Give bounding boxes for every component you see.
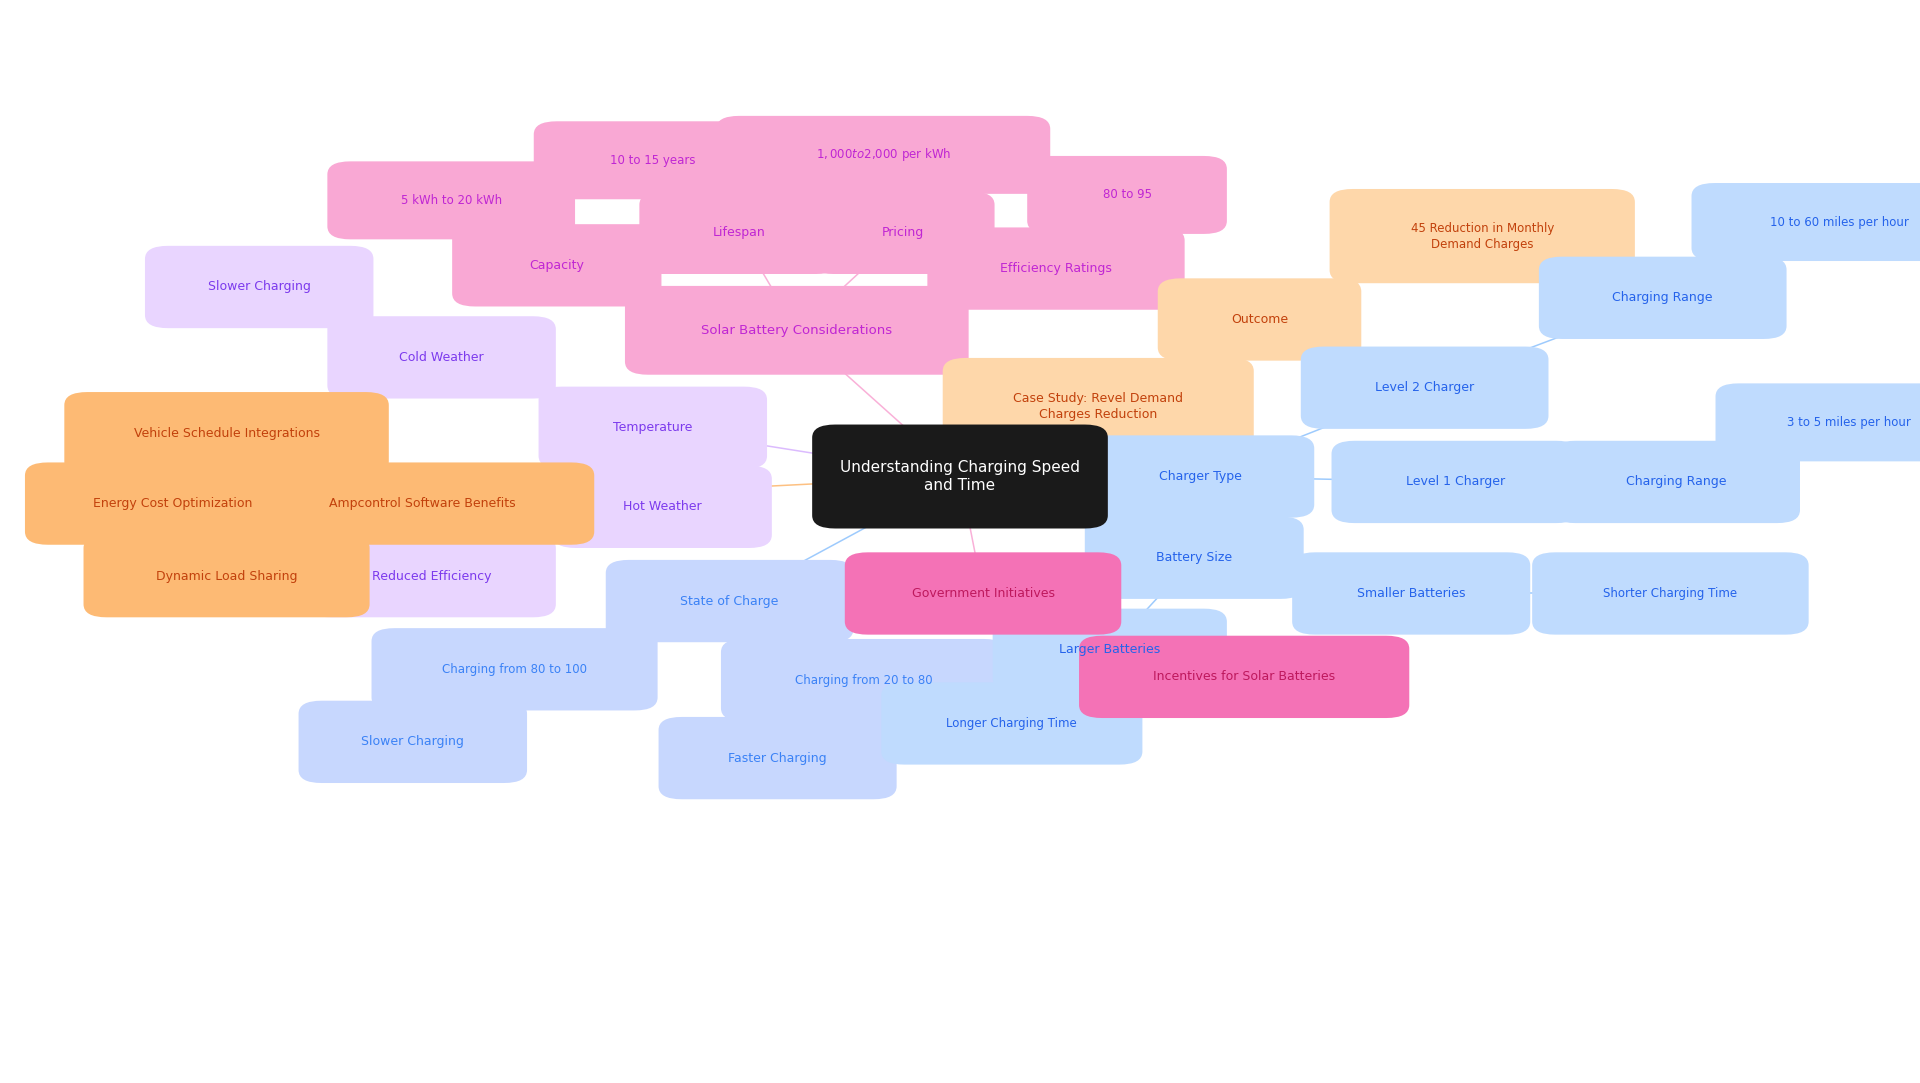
Text: Vehicle Schedule Integrations: Vehicle Schedule Integrations (134, 427, 319, 440)
FancyBboxPatch shape (65, 392, 388, 474)
FancyBboxPatch shape (1532, 552, 1809, 635)
Text: Hot Weather: Hot Weather (624, 500, 701, 513)
FancyBboxPatch shape (1332, 441, 1578, 523)
FancyBboxPatch shape (534, 121, 772, 199)
Text: Faster Charging: Faster Charging (728, 752, 828, 765)
Text: 10 to 15 years: 10 to 15 years (611, 154, 695, 167)
Text: Charging Range: Charging Range (1613, 291, 1713, 304)
Text: Case Study: Revel Demand
Charges Reduction: Case Study: Revel Demand Charges Reducti… (1014, 392, 1183, 420)
FancyBboxPatch shape (326, 161, 576, 239)
FancyBboxPatch shape (927, 227, 1185, 310)
FancyBboxPatch shape (1292, 552, 1530, 635)
Text: Energy Cost Optimization: Energy Cost Optimization (92, 497, 253, 510)
Text: Dynamic Load Sharing: Dynamic Load Sharing (156, 570, 298, 583)
FancyBboxPatch shape (146, 246, 372, 328)
Text: Longer Charging Time: Longer Charging Time (947, 717, 1077, 730)
FancyBboxPatch shape (1302, 347, 1548, 429)
FancyBboxPatch shape (845, 552, 1121, 635)
Text: Ampcontrol Software Benefits: Ampcontrol Software Benefits (328, 497, 516, 510)
FancyBboxPatch shape (1085, 517, 1304, 599)
Text: Battery Size: Battery Size (1156, 551, 1233, 564)
Text: 10 to 60 miles per hour: 10 to 60 miles per hour (1770, 216, 1908, 229)
FancyBboxPatch shape (25, 462, 321, 545)
FancyBboxPatch shape (307, 535, 557, 617)
FancyBboxPatch shape (639, 192, 839, 274)
Text: 3 to 5 miles per hour: 3 to 5 miles per hour (1788, 416, 1910, 429)
Text: Charging Range: Charging Range (1626, 475, 1726, 488)
Text: Charging from 80 to 100: Charging from 80 to 100 (442, 663, 588, 676)
Text: $1,000 to $2,000 per kWh: $1,000 to $2,000 per kWh (816, 146, 950, 164)
FancyBboxPatch shape (624, 286, 968, 375)
FancyBboxPatch shape (810, 192, 995, 274)
Text: Level 2 Charger: Level 2 Charger (1375, 381, 1475, 394)
FancyBboxPatch shape (881, 682, 1142, 765)
FancyBboxPatch shape (1716, 383, 1920, 461)
FancyBboxPatch shape (371, 628, 657, 710)
Text: Shorter Charging Time: Shorter Charging Time (1603, 587, 1738, 600)
Text: Capacity: Capacity (530, 259, 584, 272)
FancyBboxPatch shape (538, 387, 768, 469)
Text: 5 kWh to 20 kWh: 5 kWh to 20 kWh (401, 194, 501, 207)
FancyBboxPatch shape (451, 224, 660, 306)
FancyBboxPatch shape (298, 701, 526, 783)
Text: Cold Weather: Cold Weather (399, 351, 484, 364)
Text: Government Initiatives: Government Initiatives (912, 587, 1054, 600)
Text: Charging from 20 to 80: Charging from 20 to 80 (795, 674, 933, 687)
Text: Larger Batteries: Larger Batteries (1060, 643, 1160, 656)
FancyBboxPatch shape (1087, 435, 1313, 518)
Text: Temperature: Temperature (612, 421, 693, 434)
Text: Level 1 Charger: Level 1 Charger (1405, 475, 1505, 488)
FancyBboxPatch shape (716, 116, 1050, 194)
Text: Incentives for Solar Batteries: Incentives for Solar Batteries (1154, 670, 1334, 683)
Text: State of Charge: State of Charge (680, 595, 780, 608)
FancyBboxPatch shape (659, 717, 897, 799)
FancyBboxPatch shape (1692, 183, 1920, 261)
FancyBboxPatch shape (993, 609, 1227, 691)
Text: Slower Charging: Slower Charging (361, 735, 465, 748)
FancyBboxPatch shape (326, 316, 557, 399)
Text: Slower Charging: Slower Charging (207, 280, 311, 293)
Text: Charger Type: Charger Type (1158, 470, 1242, 483)
Text: 80 to 95: 80 to 95 (1102, 188, 1152, 201)
Text: Efficiency Ratings: Efficiency Ratings (1000, 262, 1112, 275)
FancyBboxPatch shape (607, 560, 852, 642)
Text: Solar Battery Considerations: Solar Battery Considerations (701, 324, 893, 337)
Text: Outcome: Outcome (1231, 313, 1288, 326)
FancyBboxPatch shape (1538, 257, 1786, 339)
Text: Reduced Efficiency: Reduced Efficiency (372, 570, 492, 583)
Text: Lifespan: Lifespan (712, 226, 766, 239)
FancyBboxPatch shape (812, 425, 1108, 529)
FancyBboxPatch shape (250, 462, 595, 545)
Text: Understanding Charging Speed
and Time: Understanding Charging Speed and Time (841, 459, 1079, 494)
FancyBboxPatch shape (1079, 636, 1409, 718)
Text: Pricing: Pricing (881, 226, 924, 239)
FancyBboxPatch shape (943, 357, 1254, 455)
FancyBboxPatch shape (1551, 441, 1801, 523)
Text: 45 Reduction in Monthly
Demand Charges: 45 Reduction in Monthly Demand Charges (1411, 222, 1553, 250)
FancyBboxPatch shape (1158, 278, 1361, 361)
FancyBboxPatch shape (553, 466, 772, 548)
FancyBboxPatch shape (1329, 188, 1636, 283)
FancyBboxPatch shape (1027, 156, 1227, 234)
Text: Smaller Batteries: Smaller Batteries (1357, 587, 1465, 600)
FancyBboxPatch shape (84, 535, 369, 617)
FancyBboxPatch shape (722, 639, 1006, 721)
